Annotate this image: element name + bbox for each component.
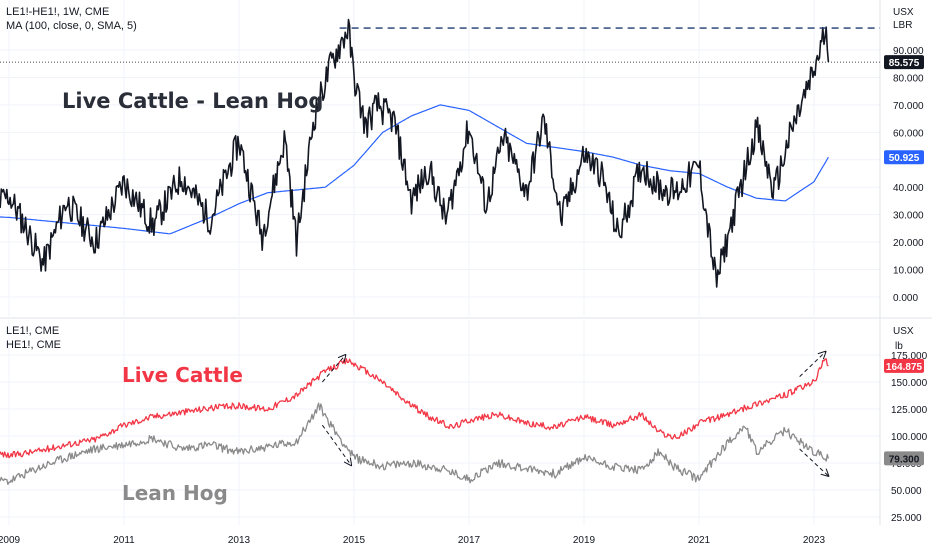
top-y-tick-label: 90.000 (893, 46, 924, 57)
top-series-layer (0, 18, 830, 288)
cattle-series-line[interactable] (0, 358, 829, 459)
spread-annotation: Live Cattle - Lean Hog (62, 89, 324, 113)
bottom-currency-label: USX (893, 326, 914, 337)
top-unit-label: LBR (893, 20, 913, 31)
top-y-tick-label: 80.000 (893, 73, 924, 84)
x-tick-label: 2013 (228, 535, 251, 546)
x-tick-label: 2011 (113, 535, 135, 546)
bottom-y-tick-label: 50.000 (891, 486, 922, 497)
svg-text:164.875: 164.875 (886, 362, 923, 373)
spread-last-price-badge: 85.575 (884, 55, 924, 70)
top-y-tick-label: 20.000 (893, 238, 924, 249)
ma-last-value-badge: 50.925 (884, 150, 924, 165)
hog-last-price-badge: 79.300 (884, 451, 924, 466)
top-y-tick-label: 0.000 (893, 293, 918, 304)
bottom-series-layer (0, 358, 830, 485)
cattle-up-arrow-2014[interactable] (321, 355, 345, 383)
ma-series-line[interactable] (0, 104, 829, 235)
cattle-annotation: Live Cattle (122, 363, 243, 387)
bottom-y-tick-label: 100.000 (891, 432, 928, 443)
bottom-unit-label: lb (895, 341, 903, 352)
hog-symbol-legend[interactable]: HE1!, CME (6, 339, 62, 351)
hog-down-arrow-2015[interactable] (321, 424, 351, 465)
top-y-tick-label: 60.000 (893, 128, 924, 139)
top-y-tick-label: 10.000 (893, 266, 924, 277)
top-symbol-legend[interactable]: LE1!-HE1!, 1W, CME (6, 6, 110, 18)
top-currency-label: USX (893, 7, 914, 18)
bottom-y-tick-label: 25.000 (891, 513, 922, 524)
x-tick-label: 2021 (688, 535, 711, 546)
cattle-symbol-legend[interactable]: LE1!, CME (6, 325, 60, 337)
x-tick-label: 2009 (0, 535, 21, 546)
price-badges: 85.575 50.925 164.875 79.300 (884, 55, 924, 466)
bottom-y-tick-label: 125.000 (891, 405, 928, 416)
cattle-last-price-badge: 164.875 (884, 358, 924, 373)
x-tick-label: 2015 (343, 535, 366, 546)
svg-text:85.575: 85.575 (889, 58, 920, 69)
x-tick-label: 2019 (573, 535, 596, 546)
top-gridlines (0, 0, 880, 316)
time-axis[interactable]: 2009 2011 2013 2015 2017 2019 2021 2023 (0, 535, 826, 546)
cattle-up-arrow-2023[interactable] (799, 352, 826, 377)
top-y-tick-label: 40.000 (893, 183, 924, 194)
ma-indicator-legend[interactable]: MA (100, close, 0, SMA, 5) (6, 20, 137, 32)
bottom-y-tick-label: 150.000 (891, 378, 928, 389)
svg-text:79.300: 79.300 (889, 454, 920, 465)
hog-annotation: Lean Hog (122, 481, 228, 505)
hog-series-line[interactable] (0, 402, 830, 485)
top-y-tick-label: 30.000 (893, 211, 924, 222)
spread-series-line[interactable] (0, 18, 830, 288)
x-tick-label: 2023 (803, 535, 826, 546)
top-y-tick-label: 70.000 (893, 101, 924, 112)
bottom-y-tick-label: 175.000 (891, 351, 928, 362)
bottom-gridlines (0, 320, 880, 525)
svg-text:50.925: 50.925 (889, 153, 920, 164)
x-tick-label: 2017 (458, 535, 481, 546)
overlay-layer (0, 27, 880, 476)
